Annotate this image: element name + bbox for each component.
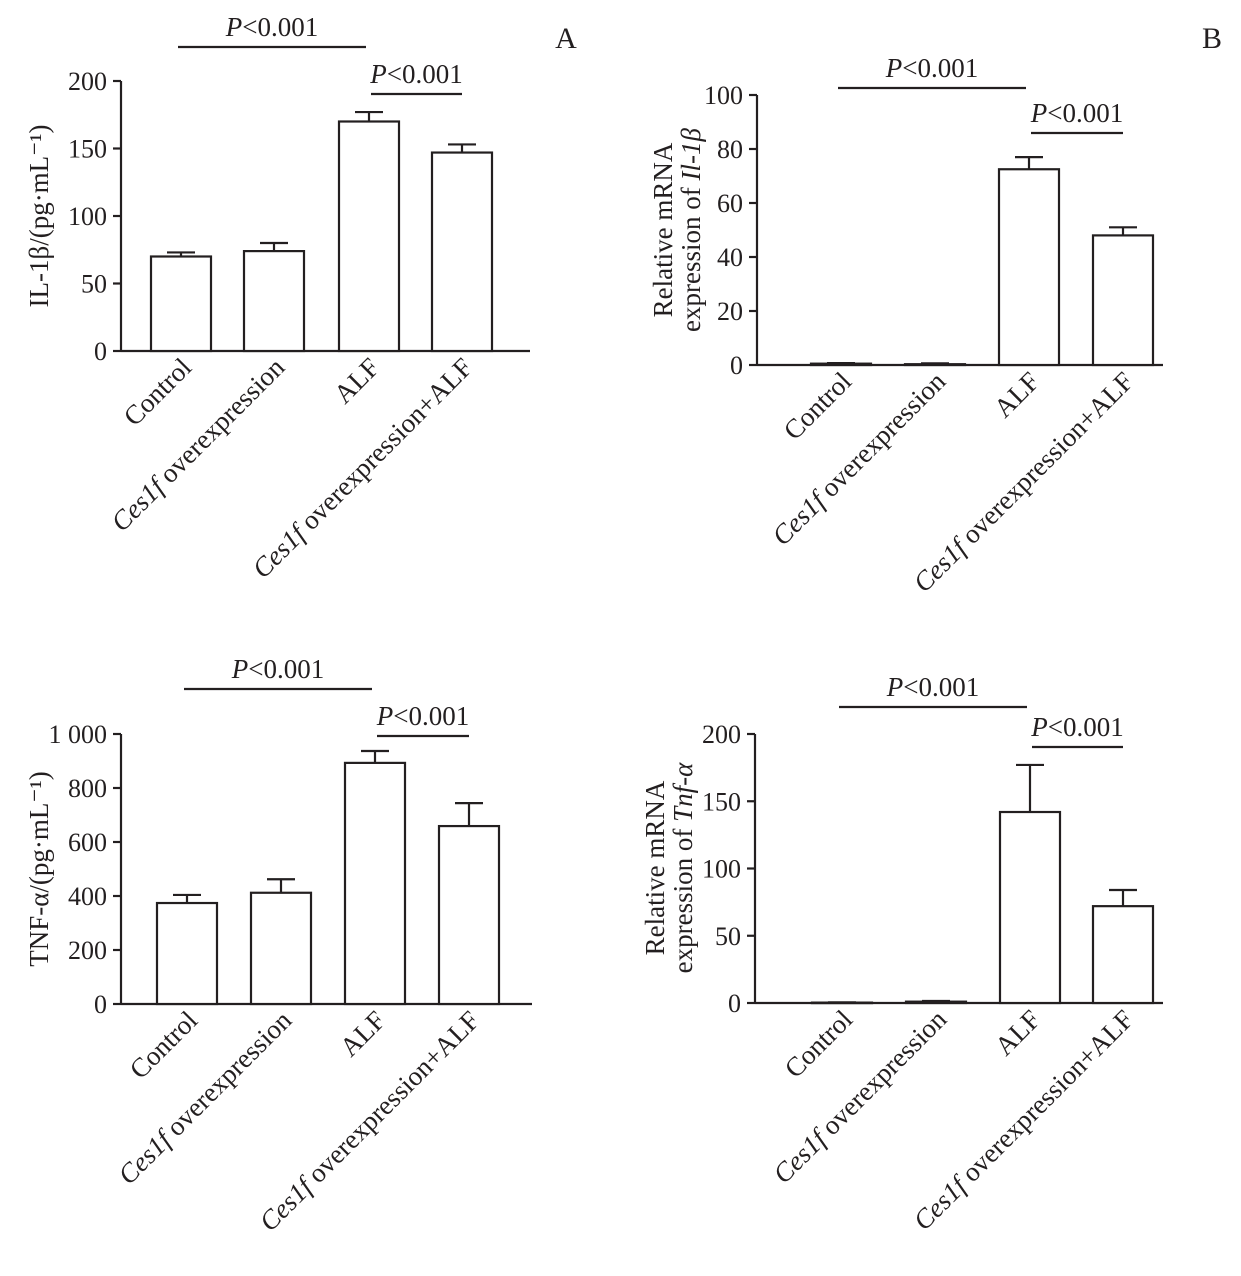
bar bbox=[904, 1000, 968, 1005]
x-tick-label: Ces1f overexpression bbox=[767, 1004, 952, 1189]
x-tick-label: Control bbox=[118, 352, 198, 432]
bar bbox=[337, 120, 401, 353]
p-symbol: P bbox=[886, 672, 904, 702]
p-value: <0.001 bbox=[393, 701, 469, 731]
bar bbox=[249, 891, 313, 1006]
x-tick-label: Ces1f overexpression bbox=[105, 352, 290, 537]
y-tick-label: 60 bbox=[717, 189, 743, 218]
x-tick-label: Control bbox=[124, 1005, 204, 1085]
p-symbol: P bbox=[376, 701, 394, 731]
y-tick-label: 0 bbox=[94, 337, 107, 366]
y-axis-label-gene: Il-1β bbox=[676, 128, 706, 182]
p-symbol: P bbox=[1030, 712, 1048, 742]
y-axis-label-line: TNF-α/(pg·mL⁻¹) bbox=[24, 771, 54, 966]
x-tick-label-rest: overexpression+ALF bbox=[951, 366, 1139, 554]
y-tick-label: 50 bbox=[81, 270, 107, 299]
bar bbox=[1091, 905, 1155, 1005]
chart-panel-2: 0 200 400 600 800 1 000 TNF-α/(pg·mL⁻¹) Control… bbox=[24, 654, 532, 1237]
significance-label: P<0.001 bbox=[376, 701, 469, 731]
x-tick-label: ALF bbox=[988, 366, 1045, 423]
x-tick-label: ALF bbox=[989, 1004, 1046, 1061]
bar bbox=[155, 901, 219, 1006]
bar bbox=[809, 362, 873, 367]
y-tick-label: 100 bbox=[68, 202, 107, 231]
significance-label: P<0.001 bbox=[886, 672, 979, 702]
bar bbox=[810, 1001, 874, 1005]
y-axis-label-line: Relative mRNA bbox=[640, 780, 670, 955]
chart-panel-1: 0 20 40 60 80 100 Relative mRNAexpression of I… bbox=[648, 22, 1222, 598]
y-tick-label: 800 bbox=[68, 774, 107, 803]
y-tick-label: 200 bbox=[68, 936, 107, 965]
p-symbol: P bbox=[885, 53, 903, 83]
y-axis-label: Relative mRNAexpression of Il-1β bbox=[648, 128, 706, 332]
p-value: <0.001 bbox=[902, 53, 978, 83]
p-value: <0.001 bbox=[242, 12, 318, 42]
y-tick-label: 150 bbox=[68, 135, 107, 164]
y-axis-label: TNF-α/(pg·mL⁻¹) bbox=[24, 771, 54, 966]
panel-label: A bbox=[555, 22, 577, 55]
p-symbol: P bbox=[1030, 98, 1048, 128]
panel-label: B bbox=[1202, 22, 1222, 55]
y-tick-label: 50 bbox=[715, 922, 741, 951]
bar bbox=[343, 761, 407, 1006]
bar bbox=[997, 168, 1061, 367]
y-axis-label-line: expression of bbox=[668, 822, 698, 973]
y-tick-label: 0 bbox=[94, 990, 107, 1019]
significance-label: P<0.001 bbox=[231, 654, 324, 684]
significance-label: P<0.001 bbox=[225, 12, 318, 42]
y-axis-label-line: IL-1β/(pg·mL⁻¹) bbox=[24, 124, 54, 307]
y-axis-label: Relative mRNAexpression of Tnf-α bbox=[640, 762, 698, 973]
x-tick-label: ALF bbox=[334, 1005, 391, 1062]
significance-label: P<0.001 bbox=[885, 53, 978, 83]
x-tick-label-rest: overexpression+ALF bbox=[297, 1005, 485, 1193]
y-axis-label-gene: Tnf-α bbox=[668, 762, 698, 822]
p-symbol: P bbox=[231, 654, 249, 684]
y-tick-label: 600 bbox=[68, 828, 107, 857]
bar bbox=[998, 810, 1062, 1005]
y-tick-label: 0 bbox=[728, 989, 741, 1018]
x-tick-label: ALF bbox=[328, 352, 385, 409]
bar bbox=[1091, 234, 1155, 367]
y-axis-label: IL-1β/(pg·mL⁻¹) bbox=[24, 124, 54, 307]
y-tick-label: 200 bbox=[68, 67, 107, 96]
bar bbox=[437, 824, 501, 1006]
y-tick-label: 1 000 bbox=[49, 720, 108, 749]
y-tick-label: 150 bbox=[702, 787, 741, 816]
p-symbol: P bbox=[225, 12, 243, 42]
x-tick-label-rest: overexpression+ALF bbox=[290, 352, 478, 540]
bar bbox=[430, 151, 494, 353]
p-value: <0.001 bbox=[248, 654, 324, 684]
y-tick-label: 200 bbox=[702, 720, 741, 749]
bar bbox=[149, 255, 213, 353]
y-tick-label: 100 bbox=[704, 81, 743, 110]
p-value: <0.001 bbox=[903, 672, 979, 702]
y-tick-label: 0 bbox=[730, 351, 743, 380]
p-value: <0.001 bbox=[1048, 712, 1124, 742]
y-axis-label-line: Relative mRNA bbox=[648, 142, 678, 317]
bar bbox=[242, 250, 306, 353]
significance-label: P<0.001 bbox=[1030, 98, 1123, 128]
significance-label: P<0.001 bbox=[369, 59, 462, 89]
y-tick-label: 80 bbox=[717, 135, 743, 164]
significance-label: P<0.001 bbox=[1030, 712, 1123, 742]
y-tick-label: 400 bbox=[68, 882, 107, 911]
x-tick-label: Control bbox=[779, 1004, 859, 1084]
x-tick-label: Ces1f overexpression bbox=[766, 366, 951, 551]
x-tick-label-rest: overexpression+ALF bbox=[951, 1004, 1139, 1192]
bar bbox=[903, 363, 967, 367]
x-tick-label: Ces1f overexpression bbox=[112, 1005, 297, 1190]
y-axis-label-line: expression of bbox=[676, 180, 706, 331]
chart-panel-0: 0 50 100 150 200 IL-1β/(pg·mL⁻¹) ControlCes1f … bbox=[24, 12, 577, 584]
y-tick-label: 20 bbox=[717, 297, 743, 326]
p-symbol: P bbox=[369, 59, 387, 89]
y-tick-label: 100 bbox=[702, 855, 741, 884]
x-tick-label: Control bbox=[778, 366, 858, 446]
p-value: <0.001 bbox=[1047, 98, 1123, 128]
y-tick-label: 40 bbox=[717, 243, 743, 272]
p-value: <0.001 bbox=[387, 59, 463, 89]
